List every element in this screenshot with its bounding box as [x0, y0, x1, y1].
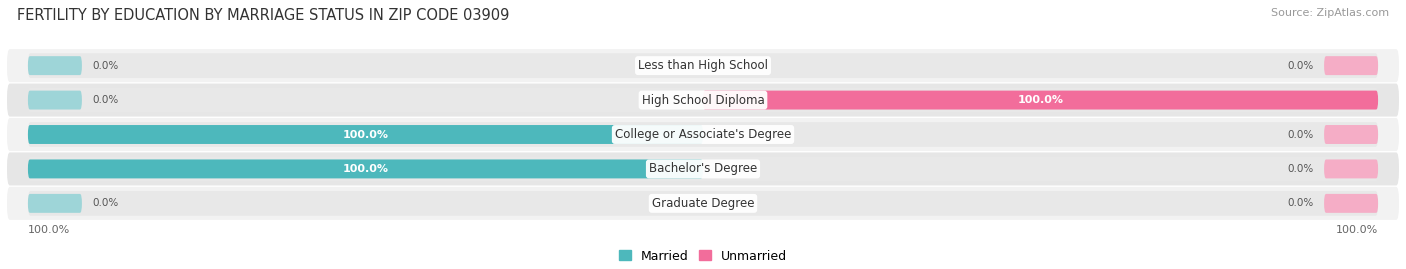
FancyBboxPatch shape — [1324, 125, 1378, 144]
FancyBboxPatch shape — [7, 49, 1399, 82]
FancyBboxPatch shape — [7, 153, 1399, 185]
Text: High School Diploma: High School Diploma — [641, 94, 765, 107]
Text: Less than High School: Less than High School — [638, 59, 768, 72]
Text: 0.0%: 0.0% — [1288, 164, 1313, 174]
Text: Graduate Degree: Graduate Degree — [652, 197, 754, 210]
FancyBboxPatch shape — [1324, 194, 1378, 213]
FancyBboxPatch shape — [28, 191, 1378, 216]
Text: Bachelor's Degree: Bachelor's Degree — [650, 162, 756, 175]
FancyBboxPatch shape — [28, 91, 82, 109]
FancyBboxPatch shape — [7, 118, 1399, 151]
Legend: Married, Unmarried: Married, Unmarried — [619, 250, 787, 263]
FancyBboxPatch shape — [28, 53, 1378, 78]
Text: 100.0%: 100.0% — [1018, 95, 1063, 105]
FancyBboxPatch shape — [28, 157, 1378, 181]
FancyBboxPatch shape — [1324, 160, 1378, 178]
FancyBboxPatch shape — [7, 187, 1399, 220]
Text: 0.0%: 0.0% — [93, 61, 118, 71]
Text: 100.0%: 100.0% — [1336, 225, 1378, 235]
Text: Source: ZipAtlas.com: Source: ZipAtlas.com — [1271, 8, 1389, 18]
Text: College or Associate's Degree: College or Associate's Degree — [614, 128, 792, 141]
FancyBboxPatch shape — [28, 194, 82, 213]
FancyBboxPatch shape — [7, 84, 1399, 116]
Text: 0.0%: 0.0% — [1288, 198, 1313, 208]
Text: 0.0%: 0.0% — [93, 95, 118, 105]
FancyBboxPatch shape — [28, 56, 82, 75]
FancyBboxPatch shape — [1324, 56, 1378, 75]
Text: 100.0%: 100.0% — [343, 129, 388, 140]
Text: 100.0%: 100.0% — [28, 225, 70, 235]
Text: 0.0%: 0.0% — [93, 198, 118, 208]
FancyBboxPatch shape — [28, 160, 703, 178]
FancyBboxPatch shape — [28, 88, 1378, 112]
Text: 100.0%: 100.0% — [343, 164, 388, 174]
Text: 0.0%: 0.0% — [1288, 61, 1313, 71]
FancyBboxPatch shape — [703, 91, 1378, 109]
Text: FERTILITY BY EDUCATION BY MARRIAGE STATUS IN ZIP CODE 03909: FERTILITY BY EDUCATION BY MARRIAGE STATU… — [17, 8, 509, 23]
FancyBboxPatch shape — [28, 125, 703, 144]
FancyBboxPatch shape — [28, 122, 1378, 147]
Text: 0.0%: 0.0% — [1288, 129, 1313, 140]
